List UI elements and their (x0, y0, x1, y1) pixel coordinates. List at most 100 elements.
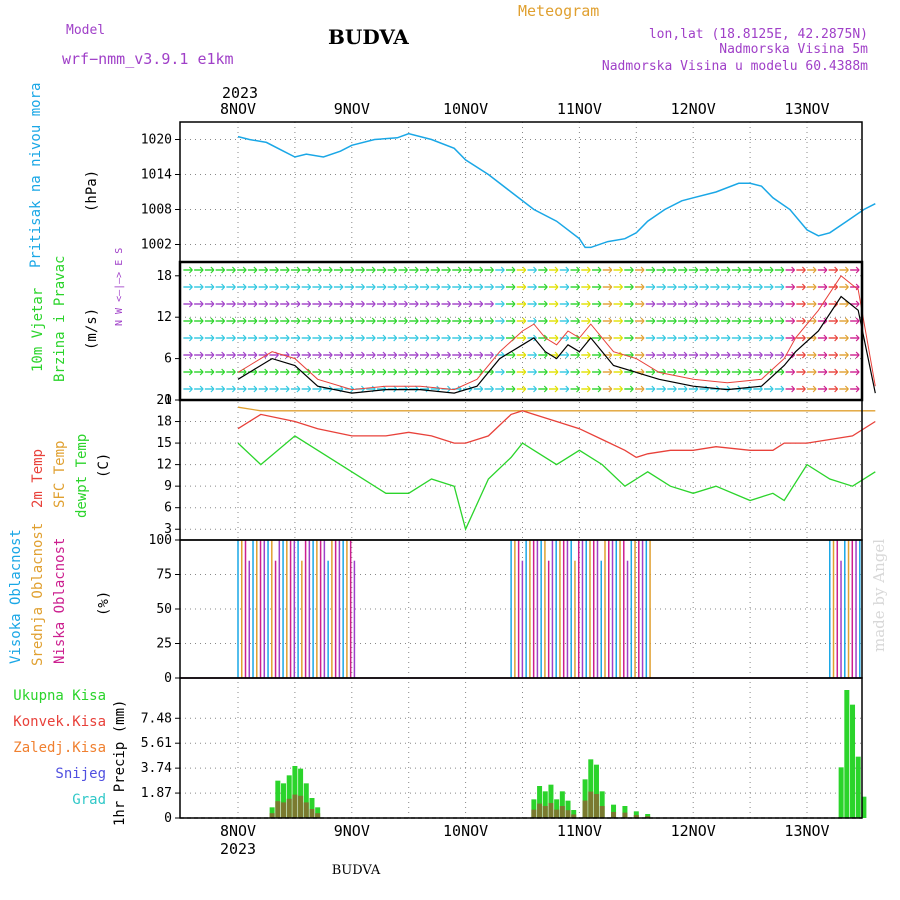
y-tick-label: 75 (156, 568, 172, 583)
wind-barb-head (210, 317, 215, 325)
wind-barb-head (361, 334, 365, 342)
wind-barb-head (694, 266, 699, 274)
wind-barb-head (597, 351, 602, 359)
wind-barb-head (651, 334, 656, 342)
wind-barb-head (468, 334, 473, 342)
wind-barb-head (393, 368, 398, 376)
wind-barb-head (780, 300, 785, 308)
wind-barb-head (705, 266, 709, 274)
pressure-unit: (hPa) (84, 170, 100, 212)
wind-barb-head (221, 283, 226, 291)
wind-barb-head (522, 385, 527, 393)
wind-barb-head (274, 266, 279, 274)
wind-barb-head (597, 368, 602, 376)
precip-conv-bar (565, 810, 571, 818)
wind-barb-head (565, 334, 570, 342)
wind-barb-head (436, 300, 441, 308)
wind-barb-head (350, 334, 355, 342)
wind-barb-head (425, 266, 430, 274)
wind-barb-head (737, 368, 742, 376)
wind-barb-head (371, 317, 376, 325)
wind-barb-head (199, 385, 204, 393)
wind-barb-head (404, 317, 408, 325)
wind-barb-head (490, 300, 494, 308)
precip-bar (309, 798, 315, 818)
wind-barb-head (253, 317, 258, 325)
precip-conv-bar (582, 800, 588, 818)
wind-barb-head (619, 334, 623, 342)
wind-barb-head (382, 317, 387, 325)
wind-barb-head (791, 283, 796, 291)
wind-barb-head (737, 300, 742, 308)
wind-barb-head (640, 283, 645, 291)
wind-barb-head (500, 266, 505, 274)
wind-barb-head (210, 351, 215, 359)
wind-barb-head (629, 385, 634, 393)
wind-barb-head (758, 368, 763, 376)
wind-barb-head (371, 334, 376, 342)
wind-barb-head (457, 334, 462, 342)
wind-barb-head (715, 300, 720, 308)
wind-barb-head (533, 351, 537, 359)
wind-barb-head (339, 317, 344, 325)
wind-barb-head (554, 334, 559, 342)
wind-barb-head (576, 351, 580, 359)
precip-conv-bar (599, 806, 605, 818)
wind-barb-head (500, 385, 505, 393)
y-tick-label: 1014 (141, 168, 172, 183)
wind-compass: N W <—|—> E S (114, 248, 125, 326)
wind-barb-head (705, 334, 709, 342)
wind-barb-head (597, 266, 602, 274)
wind-barb-head (726, 351, 731, 359)
wind-barb-head (683, 300, 688, 308)
coords-text: lon,lat (18.8125E, 42.2875N) (649, 27, 868, 42)
wind-barb-head (662, 334, 666, 342)
wind-barb-head (339, 300, 344, 308)
wind-barb-head (694, 317, 699, 325)
wind-barb-head (307, 266, 312, 274)
wind-barb-head (221, 317, 226, 325)
wind-barb-head (554, 368, 559, 376)
wind-barb-head (812, 351, 817, 359)
precip-bar (588, 759, 594, 818)
wind-barb-head (511, 283, 516, 291)
cloud-label-high: Visoka Oblacnost (8, 529, 24, 664)
wind-barb-head (662, 317, 666, 325)
wind-barb-head (769, 300, 774, 308)
wind-barb-head (425, 334, 430, 342)
wind-barb-head (651, 283, 656, 291)
precip-conv-bar (286, 798, 292, 818)
wind-barb-head (619, 317, 623, 325)
wind-barb-head (694, 283, 699, 291)
wind-barb-head (447, 334, 451, 342)
wind-barb-head (533, 368, 537, 376)
precip-bar (633, 811, 639, 818)
wind-barb-head (339, 334, 344, 342)
wind-barb-head (511, 368, 516, 376)
wind-barb-head (672, 334, 677, 342)
precip-bar (298, 768, 304, 818)
wind-barb-head (188, 300, 193, 308)
precip-legend-item: Ukupna Kisa (13, 688, 106, 704)
wind-barb-head (318, 266, 322, 274)
wind-barb-head (264, 385, 269, 393)
y-tick-label: 1.87 (141, 786, 172, 801)
wind-barb-head (791, 351, 796, 359)
wind-barb-head (468, 300, 473, 308)
wind-barb-head (619, 266, 623, 274)
wind-barb-head (199, 334, 204, 342)
wind-barb-head (662, 385, 666, 393)
wind-barb-head (318, 351, 322, 359)
wind-barb-head (414, 300, 419, 308)
wind-barb-head (242, 266, 247, 274)
wind-barb-head (522, 351, 527, 359)
wind-barb-head (780, 334, 785, 342)
precip-conv-bar (303, 802, 309, 818)
wind-barb-head (490, 283, 494, 291)
panel-frame (179, 399, 863, 541)
wind-barb-head (468, 266, 473, 274)
bottom-day-label: 10NOV (443, 822, 488, 840)
wind-barb-head (242, 351, 247, 359)
wind-barb-head (188, 317, 193, 325)
wind-barb-head (447, 317, 451, 325)
